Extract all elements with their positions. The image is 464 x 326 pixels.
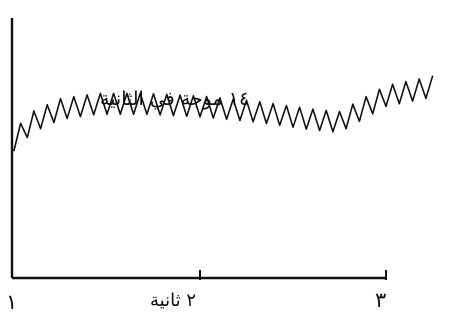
x-tick-label-1: ١ (6, 290, 18, 314)
frequency-annotation: ١٤ موجة في الثانية (100, 88, 250, 110)
wave-trace (13, 75, 434, 152)
x-tick-label-2: ٢ ثانية (150, 290, 196, 311)
x-tick-label-3: ٣ (375, 288, 387, 312)
